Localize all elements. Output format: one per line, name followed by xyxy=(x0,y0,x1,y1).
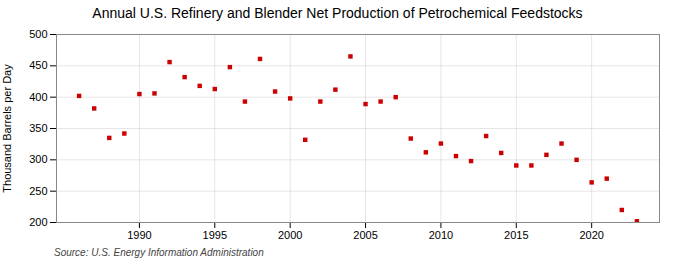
svg-text:2000: 2000 xyxy=(278,229,302,241)
svg-text:2005: 2005 xyxy=(353,229,377,241)
svg-text:400: 400 xyxy=(29,91,47,103)
svg-text:Thousand Barrels per Day: Thousand Barrels per Day xyxy=(1,64,13,193)
html-text:Source: U.S. Energy Informatio: Source: U.S. Energy Information Administ… xyxy=(54,247,264,258)
svg-text:300: 300 xyxy=(29,153,47,165)
svg-text:500: 500 xyxy=(29,28,47,40)
svg-text:350: 350 xyxy=(29,122,47,134)
svg-text:450: 450 xyxy=(29,59,47,71)
svg-text:2015: 2015 xyxy=(504,229,528,241)
html-text:Annual U.S. Refinery and Blend: Annual U.S. Refinery and Blender Net Pro… xyxy=(92,5,583,21)
svg-text:250: 250 xyxy=(29,185,47,197)
svg-text:1995: 1995 xyxy=(203,229,227,241)
svg-text:2010: 2010 xyxy=(429,229,453,241)
svg-text:2020: 2020 xyxy=(579,229,603,241)
svg-text:200: 200 xyxy=(29,216,47,228)
svg-text:1990: 1990 xyxy=(127,229,151,241)
